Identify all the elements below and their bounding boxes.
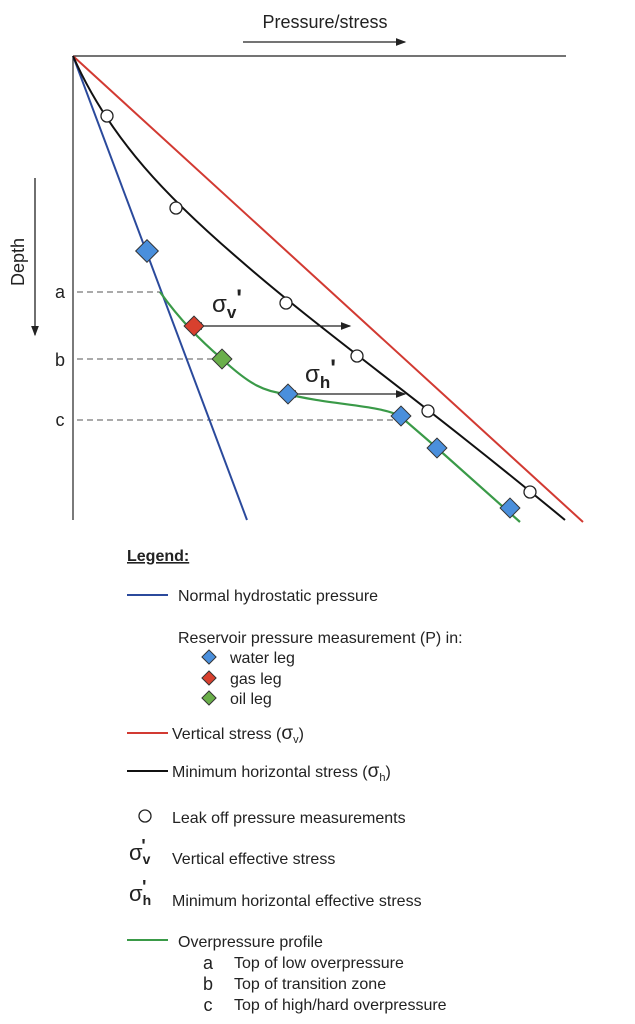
legend-vertical-effective-label: Vertical effective stress [172,851,335,868]
legend-horizontal-effective-label: Minimum horizontal effective stress [172,893,422,910]
legend-sigma-h-prime-icon: σh' [129,877,151,908]
depth-marker-a: a [55,282,66,302]
x-axis-label: Pressure/stress [262,12,387,32]
vertical-stress-line [72,55,584,523]
min-horizontal-stress-curve [72,55,566,521]
legend-reservoir-heading: Reservoir pressure measurement (P) in: [178,630,463,647]
legend-water-leg-icon [201,649,217,665]
sigma-v-prime-label: σv' [212,285,242,322]
legend-marker-a-label: Top of low overpressure [234,955,404,972]
gas-leg-point [183,315,205,337]
legend: Legend: Normal hydrostatic pressure Rese… [127,548,463,1015]
leak-off-point [279,296,293,310]
legend-marker-c-label: Top of high/hard overpressure [234,997,447,1014]
legend-gas-leg-label: gas leg [230,671,282,688]
legend-leak-off-icon [138,809,152,823]
legend-marker-a-key: a [203,953,214,973]
water-leg-point [390,405,412,427]
oil-leg-point [211,348,233,370]
legend-marker-b-key: b [203,974,213,994]
legend-water-leg-label: water leg [229,650,295,667]
sigma-h-prime-label: σh' [305,355,336,392]
legend-min-horizontal-label: Minimum horizontal stress (σh) [172,761,391,784]
legend-hydrostatic-label: Normal hydrostatic pressure [178,588,378,605]
leak-off-points [100,109,537,499]
legend-title: Legend: [127,548,189,565]
legend-oil-leg-icon [201,690,217,706]
leak-off-point [169,201,183,215]
water-leg-point [426,437,448,459]
legend-gas-leg-icon [201,670,217,686]
leak-off-point [350,349,364,363]
depth-marker-b: b [55,350,65,370]
depth-marker-c: c [56,410,65,430]
legend-oil-leg-label: oil leg [230,691,272,708]
legend-leak-off-label: Leak off pressure measurements [172,810,406,827]
y-axis-label: Depth [8,238,28,286]
water-leg-point [499,497,521,519]
water-leg-point [134,238,160,264]
hydrostatic-line [72,55,248,521]
legend-vertical-stress-label: Vertical stress (σv) [172,723,304,746]
leak-off-point [100,109,114,123]
leak-off-point [523,485,537,499]
legend-marker-c-key: c [204,995,213,1015]
legend-overpressure-label: Overpressure profile [178,934,323,951]
legend-marker-b-label: Top of transition zone [234,976,386,993]
water-leg-point [277,383,299,405]
leak-off-point [421,404,435,418]
legend-sigma-v-prime-icon: σv' [129,836,151,867]
